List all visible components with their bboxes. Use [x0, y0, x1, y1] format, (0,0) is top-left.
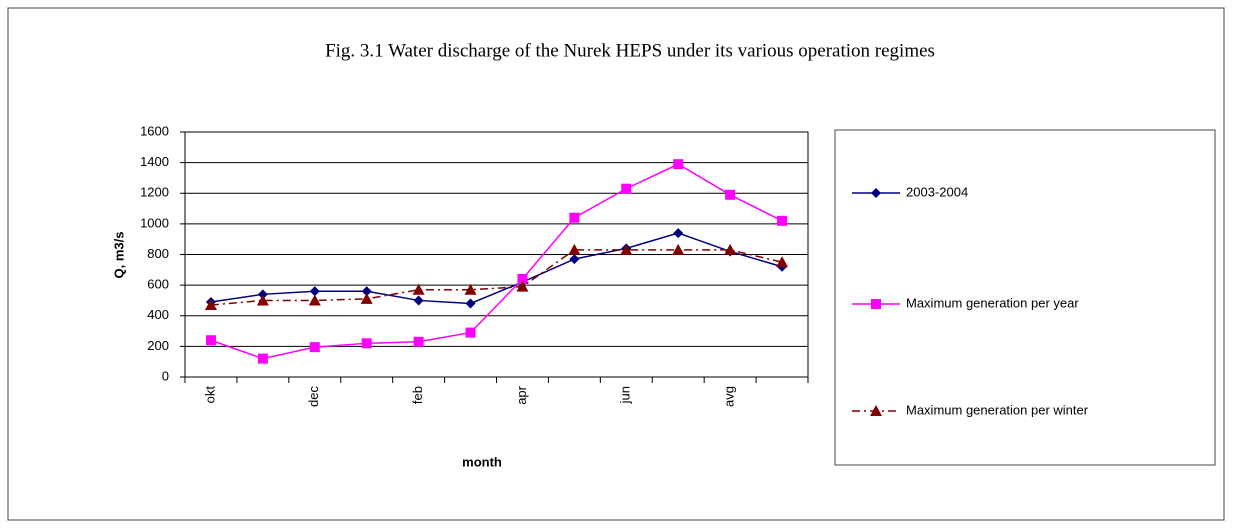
- marker: [620, 243, 633, 255]
- marker: [673, 228, 684, 239]
- y-axis-label: Q, m3/s: [111, 232, 126, 279]
- legend-label: 2003-2004: [906, 184, 968, 199]
- marker: [465, 298, 476, 309]
- x-tick-label: jun: [618, 386, 633, 404]
- marker: [361, 286, 372, 297]
- marker: [309, 286, 320, 297]
- marker: [464, 283, 477, 295]
- series-line: [210, 232, 783, 305]
- x-tick-label: okt: [202, 386, 217, 404]
- legend-box: [834, 129, 1216, 466]
- x-tick-label: avg: [722, 386, 737, 407]
- marker: [413, 295, 424, 306]
- marker: [672, 243, 685, 255]
- marker: [621, 183, 632, 194]
- y-tick-label: 600: [147, 277, 169, 292]
- y-tick-label: 200: [147, 338, 169, 353]
- marker: [777, 215, 788, 226]
- y-tick-label: 1400: [140, 154, 169, 169]
- legend-label: Maximum generation per winter: [906, 402, 1089, 417]
- marker: [569, 254, 580, 265]
- x-axis-label: month: [462, 454, 502, 469]
- marker: [205, 335, 216, 346]
- x-tick-label: apr: [514, 385, 529, 404]
- y-tick-label: 0: [162, 368, 169, 383]
- marker: [776, 256, 789, 268]
- marker: [204, 299, 217, 311]
- series-line: [210, 163, 783, 360]
- marker: [257, 353, 268, 364]
- marker: [725, 189, 736, 200]
- y-tick-label: 800: [147, 246, 169, 261]
- chart-title: Fig. 3.1 Water discharge of the Nurek HE…: [325, 40, 935, 61]
- marker: [673, 159, 684, 170]
- marker: [413, 336, 424, 347]
- marker: [871, 299, 881, 309]
- x-tick-label: feb: [410, 386, 425, 404]
- marker: [569, 212, 580, 223]
- x-tick-label: dec: [306, 386, 321, 407]
- marker: [256, 294, 269, 306]
- y-tick-label: 1000: [140, 215, 169, 230]
- marker: [412, 283, 425, 295]
- marker: [308, 294, 321, 306]
- marker: [870, 405, 882, 416]
- legend-label: Maximum generation per year: [906, 295, 1079, 310]
- marker: [516, 280, 529, 292]
- marker: [517, 274, 528, 284]
- y-tick-label: 1200: [140, 185, 169, 200]
- y-tick-label: 1600: [140, 123, 169, 138]
- y-tick-label: 400: [147, 307, 169, 322]
- marker: [568, 243, 581, 255]
- marker: [309, 342, 320, 353]
- marker: [361, 338, 372, 349]
- series-line: [210, 249, 783, 306]
- marker: [465, 327, 476, 338]
- marker: [257, 289, 268, 300]
- marker: [724, 243, 737, 255]
- marker: [871, 188, 881, 198]
- marker: [360, 292, 373, 304]
